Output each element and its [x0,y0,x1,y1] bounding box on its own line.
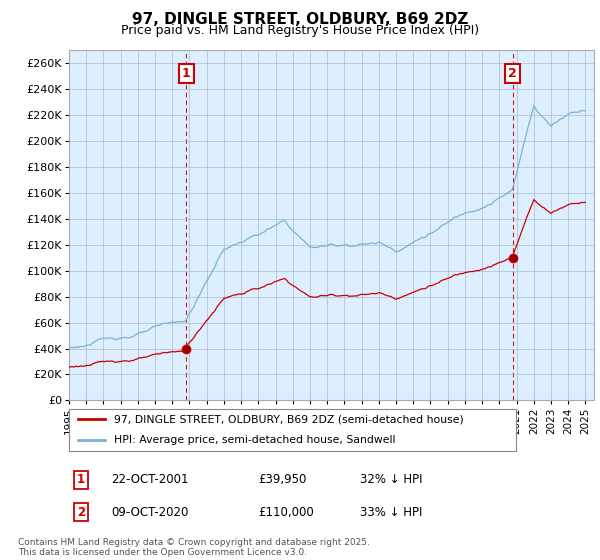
Text: 2: 2 [508,67,517,80]
Text: 09-OCT-2020: 09-OCT-2020 [111,506,188,519]
Text: 97, DINGLE STREET, OLDBURY, B69 2DZ (semi-detached house): 97, DINGLE STREET, OLDBURY, B69 2DZ (sem… [114,414,463,424]
Text: 97, DINGLE STREET, OLDBURY, B69 2DZ: 97, DINGLE STREET, OLDBURY, B69 2DZ [132,12,468,27]
Text: Price paid vs. HM Land Registry's House Price Index (HPI): Price paid vs. HM Land Registry's House … [121,24,479,37]
Text: 1: 1 [77,473,85,487]
Text: 22-OCT-2001: 22-OCT-2001 [111,473,188,487]
Text: 33% ↓ HPI: 33% ↓ HPI [360,506,422,519]
Text: HPI: Average price, semi-detached house, Sandwell: HPI: Average price, semi-detached house,… [114,435,395,445]
Text: £110,000: £110,000 [258,506,314,519]
Text: £39,950: £39,950 [258,473,307,487]
Text: 1: 1 [182,67,190,80]
Text: Contains HM Land Registry data © Crown copyright and database right 2025.
This d: Contains HM Land Registry data © Crown c… [18,538,370,557]
Text: 2: 2 [77,506,85,519]
Text: 32% ↓ HPI: 32% ↓ HPI [360,473,422,487]
